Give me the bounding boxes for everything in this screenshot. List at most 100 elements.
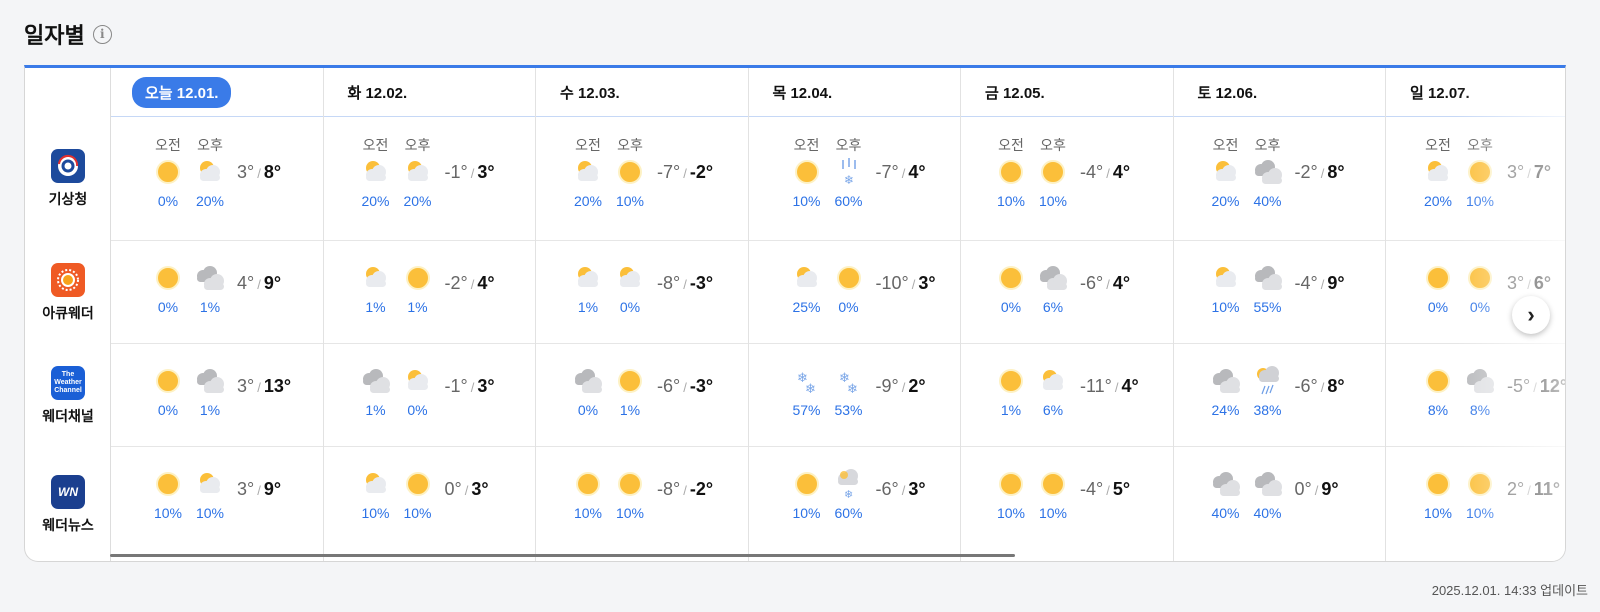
sun-icon [1426, 472, 1450, 496]
precip-probability: 8% [1427, 402, 1449, 418]
precip-probability: 20% [1211, 193, 1240, 209]
temperature-range: -6° / -3° [657, 376, 714, 396]
forecast-cell[interactable]: 0% 1% 4°/9° [111, 241, 323, 344]
forecast-cell[interactable]: 40% 40% 0°/9° [1174, 447, 1386, 561]
day-header[interactable]: 화 12.02. [323, 68, 535, 117]
pm-slot: 10% [189, 469, 231, 521]
forecast-cell[interactable]: 오전 10% 오후 10% -4°/4° [961, 117, 1173, 241]
precip-probability: 1% [407, 299, 428, 315]
high-temp: 4° [477, 273, 495, 293]
forecast-cell[interactable]: ❄ ❄ 57% ❄ ❄ 53% -9°/2° [748, 344, 960, 447]
am-label: 오전 [998, 137, 1024, 153]
forecast-cell[interactable]: 10% 10% 0°/3° [324, 447, 536, 561]
horizontal-scrollbar[interactable] [110, 554, 1015, 557]
forecast-cell[interactable]: 1% 0% -1°/3° [323, 344, 535, 447]
temperature-range: 0°/9° [1294, 479, 1339, 499]
sun-icon [794, 160, 819, 184]
forecast-cell[interactable]: 오전 20% 오후 40% -2°/8° [1173, 117, 1385, 241]
am-slot: 10% [355, 469, 397, 521]
precip-probability: 0% [157, 193, 179, 209]
pm-slot: 1% [189, 366, 231, 418]
low-temp: -4° [1294, 273, 1318, 293]
day-header[interactable]: 금 12.05. [961, 68, 1173, 117]
forecast-cell[interactable]: 0% 1% 3°/13° [111, 344, 323, 447]
am-label: 오전 [1425, 137, 1451, 153]
chevron-right-icon: › [1527, 302, 1535, 327]
svg-text:❄: ❄ [839, 370, 850, 385]
am-label: 오전 [793, 137, 820, 153]
forecast-cell[interactable]: 25% 0% -10°/3° [748, 241, 960, 344]
forecast-cell[interactable]: 10% 10% -8° / -2° [536, 447, 748, 561]
sun-icon [156, 160, 180, 184]
precip-probability: 55% [1253, 299, 1282, 315]
temperature-range: 3°/8° [237, 162, 282, 182]
pm-label: 오후 [1040, 137, 1066, 153]
forecast-cell[interactable]: 0% 6% -6°/4° [961, 241, 1173, 344]
precip-probability: 10% [996, 505, 1026, 521]
forecast-cell[interactable]: 10% 55% -4°/9° [1173, 241, 1385, 344]
temperature-range: -6°/8° [1294, 376, 1345, 396]
forecast-cell[interactable]: 1% 1% -2°/4° [323, 241, 535, 344]
temperature-range: 3°/9° [237, 479, 282, 499]
forecast-cell[interactable]: 오전 20% 오후 20% -1°/3° [323, 117, 535, 241]
high-temp: 9° [1327, 273, 1345, 293]
forecast-cell[interactable]: 오전 0% 오후 20% 3°/8° [111, 117, 323, 241]
day-label: 일 12.07. [1410, 84, 1470, 102]
provider-3: WN 웨더뉴스 [25, 447, 111, 561]
precip-probability: 24% [1211, 402, 1240, 418]
info-icon[interactable]: i [92, 24, 112, 44]
day-column: 오늘 12.01. 오전 0% 오후 20% 3°/8° 0% 1% 4°/9° 0% 1% 3°/1… [111, 68, 324, 561]
daily-forecast-table: 기상청 아큐웨더 The Weather Channel 웨더채널 WN 웨더뉴스 오늘 … [24, 65, 1566, 562]
day-header[interactable]: 목 12.04. [748, 68, 960, 117]
provider-0: 기상청 [25, 117, 111, 241]
sun-icon [576, 472, 600, 496]
forecast-cell[interactable]: 오전 20% 오후 10% -7° / -2° [536, 117, 748, 241]
am-slot: 오전 10% [786, 135, 828, 209]
precip-probability: 10% [792, 505, 821, 521]
precip-probability: 10% [1211, 299, 1240, 315]
am-slot: 0% [147, 263, 189, 315]
forecast-cell[interactable]: 0% 1% -6° / -3° [536, 344, 748, 447]
temperature-range: -7°/4° [875, 162, 926, 182]
provider-name: 아큐웨더 [42, 304, 94, 321]
forecast-cell[interactable]: 1% 0% -8° / -3° [536, 241, 748, 344]
temperature-range: -4°/9° [1294, 273, 1345, 293]
pm-slot: 1% [397, 263, 439, 315]
day-label: 오늘 12.01. [132, 76, 232, 108]
precip-probability: 25% [792, 299, 821, 315]
pm-label: 오후 [197, 137, 223, 153]
day-label: 화 12.02. [347, 84, 408, 102]
partly-icon [620, 267, 640, 287]
pm-slot: 38% [1247, 366, 1289, 418]
low-temp: -1° [444, 162, 468, 182]
temperature-range: -2°/4° [444, 273, 495, 293]
high-temp: 3° [477, 376, 495, 396]
day-header[interactable]: 수 12.03. [536, 68, 748, 117]
precip-probability: 6% [1042, 402, 1064, 418]
day-header[interactable]: 오늘 12.01. [111, 68, 323, 117]
low-temp: -8° [657, 273, 681, 293]
forecast-cell[interactable]: 오전 10% 오후 ❄ 60% -7°/4° [748, 117, 960, 241]
partly-icon [1215, 161, 1236, 181]
am-slot: 오전 20% [355, 135, 397, 209]
partly-icon [1043, 370, 1063, 390]
precip-probability: 20% [195, 193, 225, 209]
next-button[interactable]: › [1512, 296, 1550, 334]
forecast-cell[interactable]: 10% 10% -4°/5° [961, 447, 1173, 561]
pm-slot: ❄ 60% [828, 469, 870, 521]
low-temp: 3° [237, 162, 255, 182]
temperature-range: -9°/2° [875, 376, 926, 396]
partly-icon [200, 473, 220, 493]
forecast-cell[interactable]: 10% 10% 3°/9° [111, 447, 323, 561]
day-header[interactable]: 토 12.06. [1173, 68, 1385, 117]
pm-label: 오후 [617, 137, 643, 153]
am-slot: 8% [1417, 366, 1459, 418]
forecast-cell[interactable]: 10% ❄ 60% -6°/3° [749, 447, 961, 561]
am-slot: 1% [355, 366, 397, 418]
low-temp: -1° [444, 376, 468, 396]
cloudy-icon [575, 369, 602, 393]
forecast-cell[interactable]: 1% 6% -11°/4° [961, 344, 1173, 447]
pm-slot: 오후 10% [609, 135, 651, 209]
day-label: 토 12.06. [1197, 84, 1258, 102]
forecast-cell[interactable]: 24% 38% -6°/8° [1173, 344, 1385, 447]
